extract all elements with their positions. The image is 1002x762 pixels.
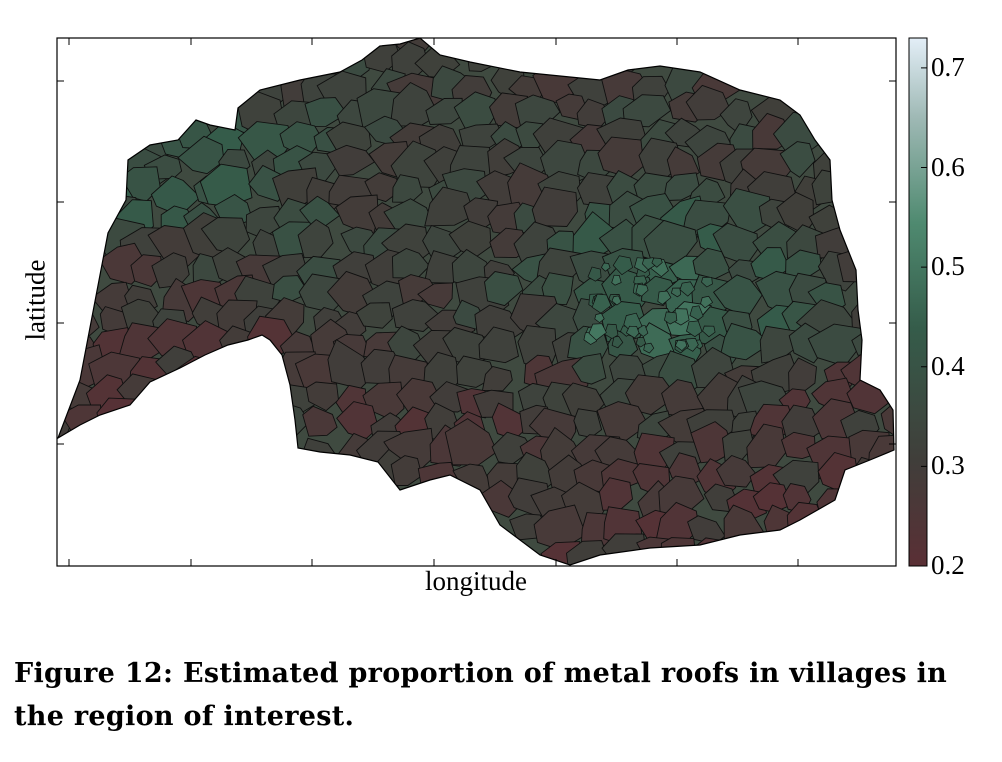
village-polygon — [635, 337, 647, 348]
village-polygon — [836, 250, 880, 283]
village-polygon — [625, 325, 640, 339]
village-polygon — [96, 397, 150, 448]
village-polygon — [612, 255, 634, 276]
village-polygon — [297, 218, 334, 259]
village-polygon — [302, 405, 338, 437]
village-polygon — [690, 421, 735, 464]
village-polygon — [611, 274, 622, 286]
village-polygon — [686, 320, 703, 338]
caption-text: Estimated proportion of metal roofs in v… — [14, 658, 948, 732]
region-outline — [56, 37, 895, 566]
village-polygon — [571, 353, 607, 385]
region-boundary — [56, 37, 895, 566]
caption-label: Figure 12: — [14, 658, 174, 689]
village-polygon — [587, 266, 602, 282]
x-axis-label: longitude — [425, 566, 527, 596]
village-polygon — [594, 312, 605, 324]
plot-frame — [56, 37, 897, 567]
colorbar-ticks — [921, 67, 927, 567]
colorbar-tick-label: 0.2 — [931, 550, 965, 580]
colorbar-tick-label: 0.5 — [931, 251, 965, 282]
village-polygon — [689, 305, 704, 321]
village-polygon — [780, 431, 816, 460]
village-polygon — [660, 537, 697, 565]
village-polygon — [417, 282, 454, 310]
village-polygon — [702, 325, 716, 338]
village-polygon — [305, 381, 339, 412]
village-polygon — [611, 336, 624, 349]
axis-ticks — [57, 38, 896, 566]
village-polygon — [484, 271, 524, 307]
village-polygon — [664, 311, 678, 325]
village-polygon — [635, 283, 649, 297]
colorbar-tick-label: 0.3 — [931, 450, 965, 481]
village-polygon — [624, 374, 677, 416]
village-polygon — [811, 169, 854, 206]
map-svg — [56, 37, 928, 567]
village-polygon — [636, 325, 649, 337]
village-polygon — [715, 454, 757, 488]
village-polygon — [355, 302, 393, 329]
village-polygon — [60, 404, 103, 442]
y-axis-label: latitude — [20, 259, 51, 341]
village-polygon — [591, 293, 612, 314]
village-polygon — [719, 322, 772, 361]
map-figure: longitude latitude 0.7 0.6 0.5 0.4 0.3 0.2 — [20, 37, 965, 596]
village-polygon — [701, 276, 713, 288]
village-polygon — [425, 97, 464, 125]
village-polygon — [643, 342, 655, 354]
village-polygon — [531, 186, 578, 227]
colorbar-tick-label: 0.4 — [931, 350, 965, 381]
village-polygon — [600, 262, 611, 272]
village-polygon — [304, 97, 348, 128]
village-polygon — [130, 254, 164, 288]
village-polygon — [177, 135, 225, 175]
figure-caption: Figure 12: Estimated proportion of metal… — [14, 652, 974, 738]
village-polygon — [622, 94, 672, 128]
village-polygon — [573, 408, 603, 438]
village-polygon — [326, 144, 376, 177]
village-polygon — [657, 290, 672, 305]
village-polygon — [779, 141, 816, 178]
village-polygon — [679, 281, 696, 297]
village-polygon — [588, 323, 607, 341]
village-polygons — [58, 38, 894, 565]
colorbar-tick-label: 0.7 — [931, 51, 965, 82]
village-polygon — [390, 455, 423, 486]
village-polygon — [424, 186, 476, 227]
colorbar-tick-label: 0.6 — [931, 151, 965, 182]
colorbar — [908, 37, 928, 567]
village-polygon — [685, 84, 731, 121]
village-polygon — [478, 326, 520, 364]
village-polygon — [651, 257, 663, 268]
village-polygon — [481, 365, 513, 392]
village-polygon — [700, 295, 714, 309]
village-polygon — [604, 323, 619, 339]
village-polygon — [611, 295, 622, 306]
village-polygon — [674, 339, 688, 352]
village-polygon — [880, 402, 894, 442]
village-polygon — [662, 172, 701, 202]
